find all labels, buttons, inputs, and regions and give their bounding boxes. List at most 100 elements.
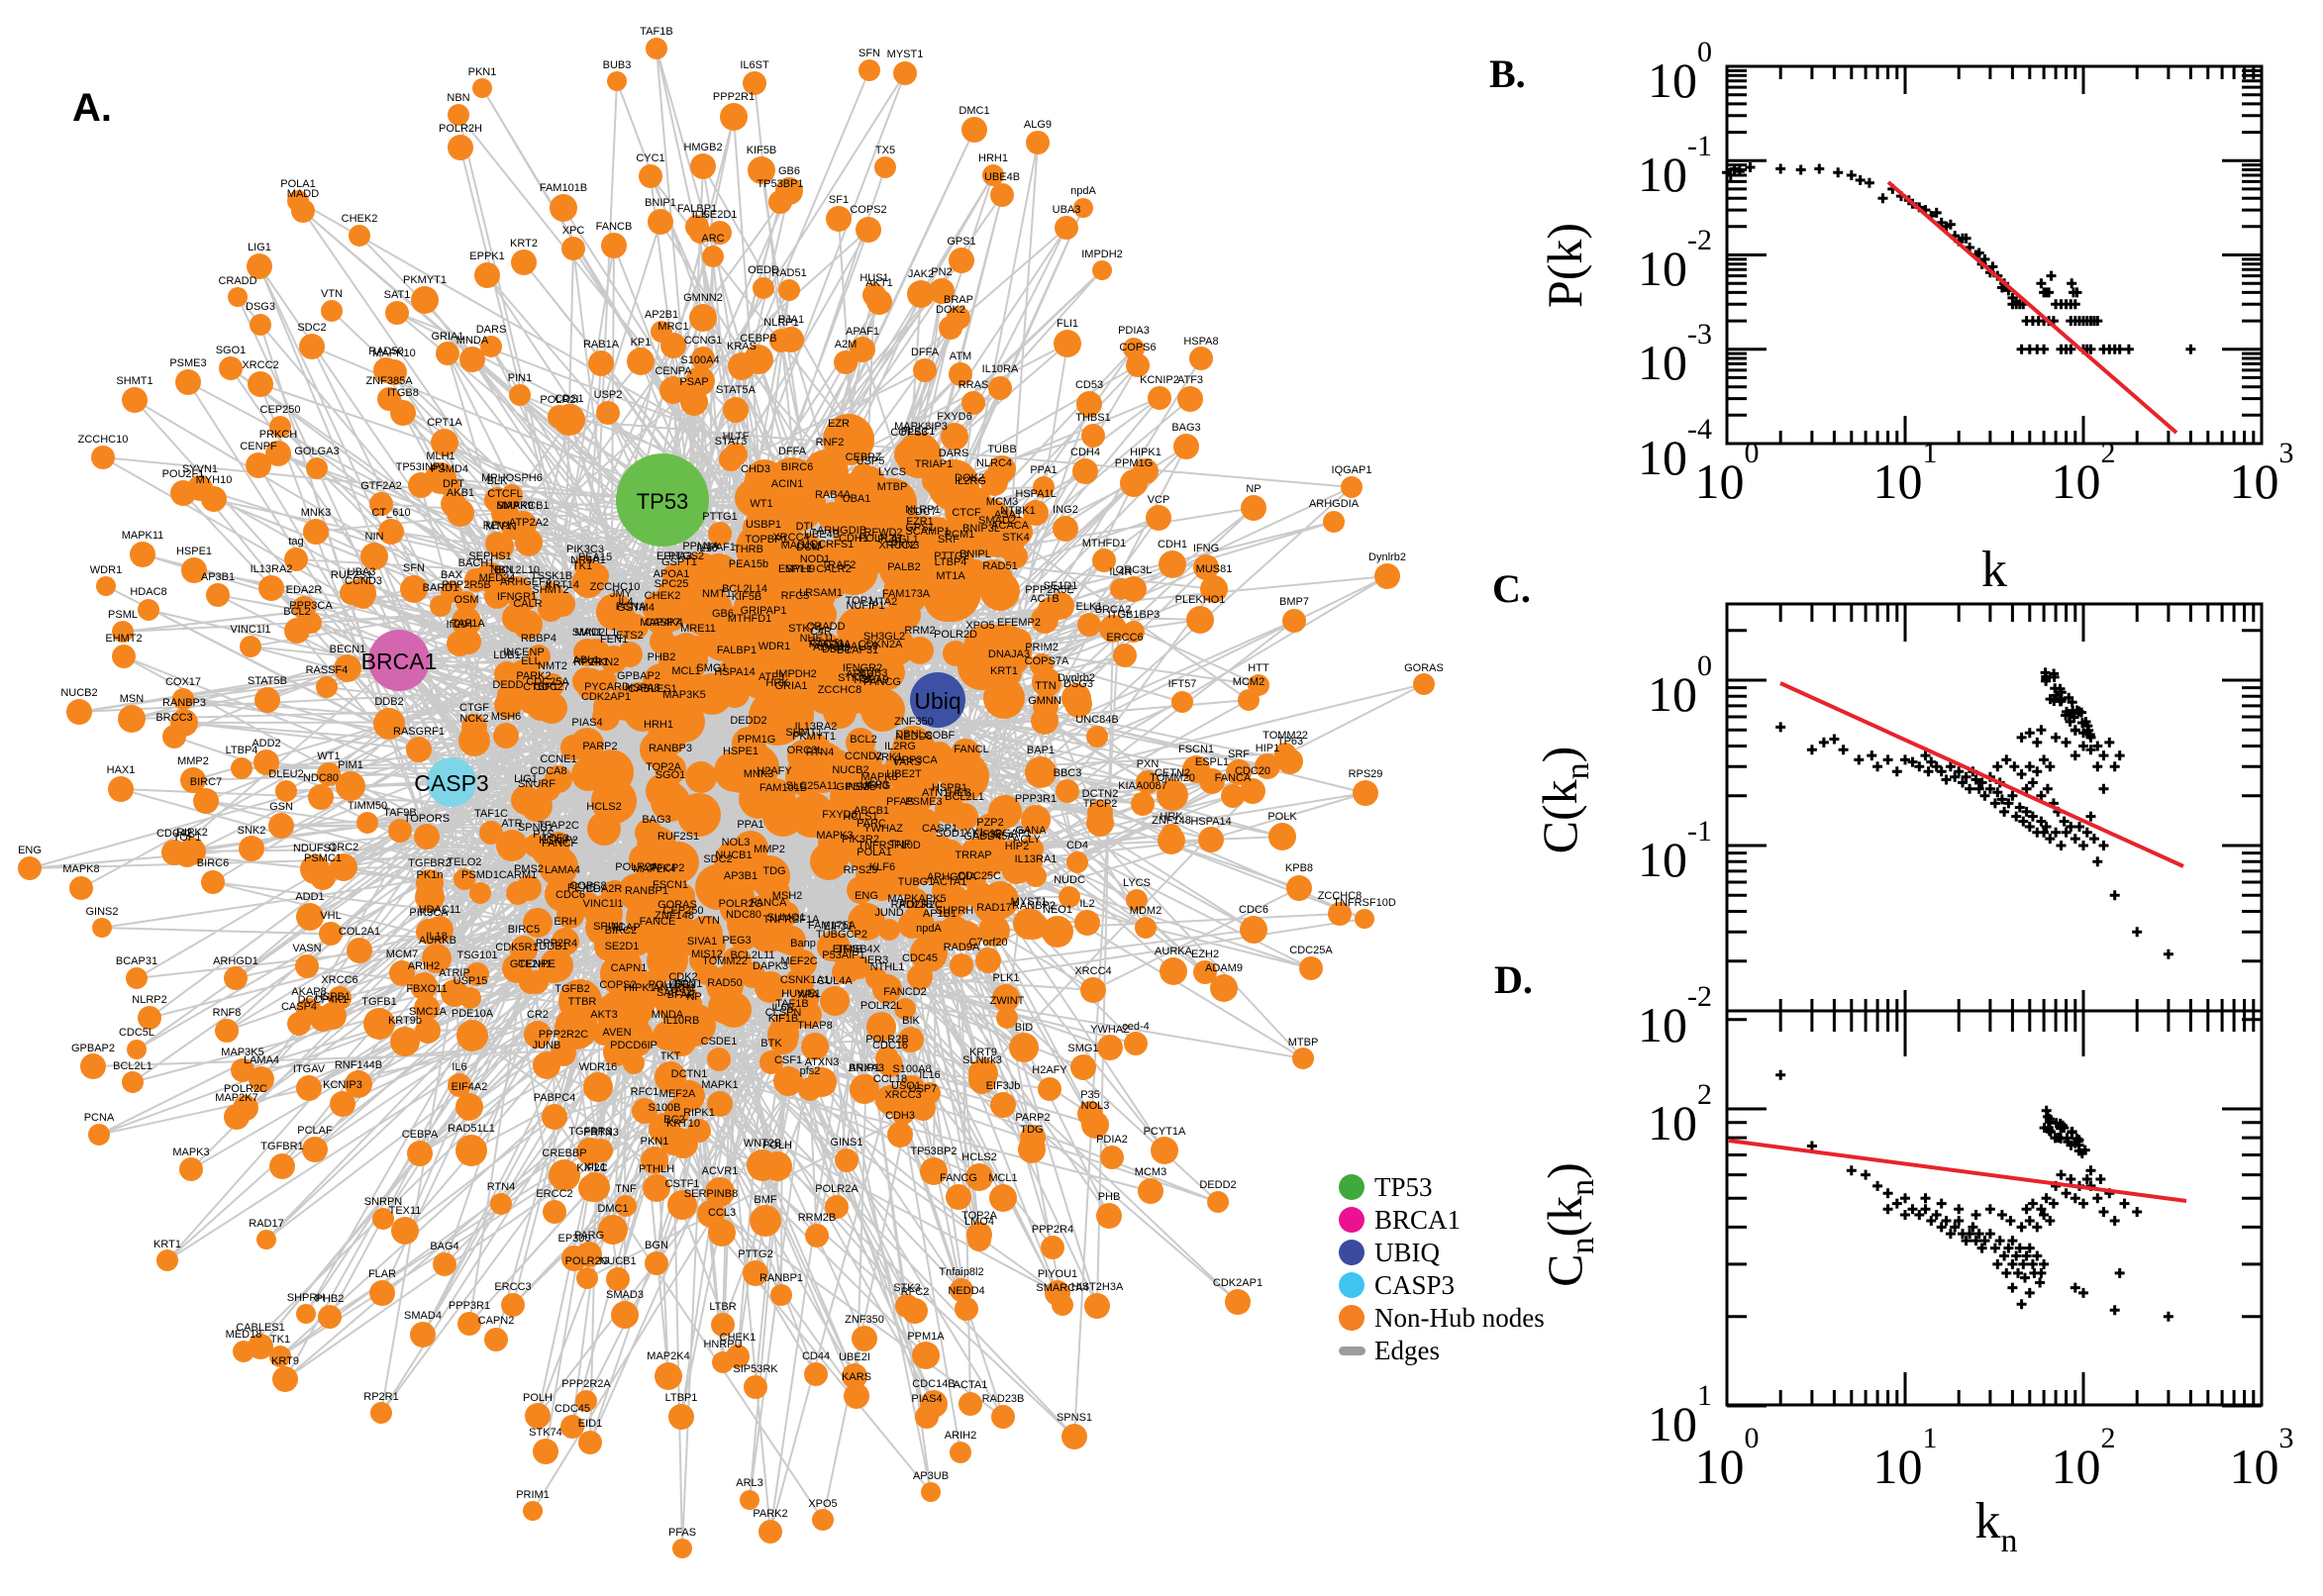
svg-text:DFFA: DFFA xyxy=(911,347,940,358)
svg-text:CARM1: CARM1 xyxy=(499,869,538,881)
svg-text:ACTA1: ACTA1 xyxy=(954,1379,988,1391)
svg-text:pfs2: pfs2 xyxy=(800,1065,821,1077)
svg-text:CALR: CALR xyxy=(513,598,542,610)
svg-text:RAD51L1: RAD51L1 xyxy=(448,1123,495,1135)
svg-text:SUMO1: SUMO1 xyxy=(766,912,805,924)
svg-text:PRTN3: PRTN3 xyxy=(583,1127,619,1139)
svg-text:CASP7: CASP7 xyxy=(645,617,680,629)
svg-text:C(kn): C(kn) xyxy=(1532,747,1596,854)
svg-text:ETS2: ETS2 xyxy=(616,630,644,642)
svg-text:CYC1: CYC1 xyxy=(636,152,664,164)
svg-text:RFC2: RFC2 xyxy=(901,1286,930,1298)
svg-text:PCM1: PCM1 xyxy=(945,529,975,541)
svg-text:Tnfaip8l2: Tnfaip8l2 xyxy=(939,1266,983,1278)
svg-text:CDK5R1: CDK5R1 xyxy=(495,942,538,953)
svg-text:CD4: CD4 xyxy=(1066,840,1088,851)
svg-text:RANBP3: RANBP3 xyxy=(649,743,692,754)
svg-text:UBA1: UBA1 xyxy=(843,493,871,505)
svg-text:PCLAF: PCLAF xyxy=(297,1125,333,1137)
svg-text:CDC5L: CDC5L xyxy=(119,1027,154,1039)
svg-text:NUCB2: NUCB2 xyxy=(60,687,97,699)
svg-text:ZNF148: ZNF148 xyxy=(1152,815,1191,827)
svg-text:NEDD4: NEDD4 xyxy=(948,1285,984,1297)
svg-text:HIP2: HIP2 xyxy=(1005,841,1029,852)
svg-text:POLH: POLH xyxy=(762,1140,792,1151)
svg-text:DCCP4K1: DCCP4K1 xyxy=(298,994,349,1006)
svg-text:USP3: USP3 xyxy=(860,779,889,791)
svg-text:PJA1: PJA1 xyxy=(778,314,804,326)
svg-text:PARC: PARC xyxy=(857,818,886,830)
svg-text:SIP53RK: SIP53RK xyxy=(733,1363,778,1375)
svg-text:CSDE1: CSDE1 xyxy=(701,1036,738,1047)
svg-text:CDC16: CDC16 xyxy=(872,1040,908,1051)
svg-text:ILK: ILK xyxy=(692,209,709,221)
svg-text:CDC6: CDC6 xyxy=(556,889,585,901)
svg-text:PEX5: PEX5 xyxy=(567,882,595,894)
svg-text:DDB1: DDB1 xyxy=(539,941,567,952)
svg-text:IFNG: IFNG xyxy=(1193,543,1219,554)
svg-text:BAG4: BAG4 xyxy=(430,1241,458,1252)
svg-text:PIAS4: PIAS4 xyxy=(911,1393,942,1405)
svg-text:HDAC11: HDAC11 xyxy=(419,904,461,916)
svg-text:ESPL1: ESPL1 xyxy=(778,563,812,575)
svg-text:PPP3R1: PPP3R1 xyxy=(449,1300,490,1312)
svg-text:SPNS1: SPNS1 xyxy=(518,822,554,834)
svg-text:BECN1: BECN1 xyxy=(330,644,366,655)
svg-text:CABLES1: CABLES1 xyxy=(628,683,677,695)
svg-text:XPO5: XPO5 xyxy=(808,1498,837,1510)
svg-text:VTN: VTN xyxy=(321,288,343,300)
svg-text:PRIM1: PRIM1 xyxy=(516,1489,550,1501)
svg-text:XRCC2: XRCC2 xyxy=(242,359,278,371)
svg-text:CDC25A: CDC25A xyxy=(526,676,569,688)
svg-text:PZP2: PZP2 xyxy=(976,817,1004,829)
svg-text:USP7: USP7 xyxy=(909,1083,938,1095)
svg-text:XRCC4: XRCC4 xyxy=(1074,965,1111,977)
svg-text:TUBB: TUBB xyxy=(987,444,1016,455)
svg-text:PHB: PHB xyxy=(1098,1191,1121,1203)
svg-text:COPS7A: COPS7A xyxy=(1025,655,1069,667)
svg-text:NOL3: NOL3 xyxy=(722,837,751,848)
svg-text:BCL2L1: BCL2L1 xyxy=(113,1060,152,1072)
svg-text:LDB1: LDB1 xyxy=(493,649,521,661)
svg-text:KARS: KARS xyxy=(842,1371,871,1383)
svg-text:TOP2A: TOP2A xyxy=(961,1210,998,1222)
svg-text:ENG: ENG xyxy=(855,890,878,902)
svg-text:NEO1: NEO1 xyxy=(1043,904,1072,916)
svg-text:IL6: IL6 xyxy=(452,1061,466,1073)
svg-text:BMP7: BMP7 xyxy=(1279,596,1309,608)
svg-text:ACLY: ACLY xyxy=(1013,834,1042,846)
svg-text:MCL1: MCL1 xyxy=(988,1172,1017,1184)
svg-text:BACH1: BACH1 xyxy=(458,557,495,569)
svg-text:APOA1: APOA1 xyxy=(654,568,690,580)
svg-text:PSMD1: PSMD1 xyxy=(461,869,499,881)
svg-text:NUFIP1: NUFIP1 xyxy=(846,600,884,612)
svg-text:APAF1: APAF1 xyxy=(846,326,879,338)
svg-text:TOPBP1: TOPBP1 xyxy=(745,534,787,546)
svg-text:HSPE1: HSPE1 xyxy=(176,546,212,557)
svg-text:GPS1: GPS1 xyxy=(947,236,975,248)
svg-text:DBNL: DBNL xyxy=(895,729,924,741)
svg-text:MSH2: MSH2 xyxy=(772,890,803,902)
svg-text:PEG3: PEG3 xyxy=(722,935,751,947)
svg-text:SDC2: SDC2 xyxy=(297,322,326,334)
svg-text:GANA: GANA xyxy=(1015,825,1047,837)
svg-text:IL10RB: IL10RB xyxy=(663,1015,700,1027)
svg-text:H2AFY: H2AFY xyxy=(757,765,792,777)
svg-text:MCM7: MCM7 xyxy=(386,948,418,960)
svg-text:ARHGDIA: ARHGDIA xyxy=(1309,498,1360,510)
svg-text:BRAP: BRAP xyxy=(944,294,973,306)
svg-text:RAD23B: RAD23B xyxy=(891,899,934,911)
svg-text:KRT14: KRT14 xyxy=(546,579,579,591)
svg-text:BRIP1: BRIP1 xyxy=(849,1062,880,1074)
svg-text:MIS12: MIS12 xyxy=(691,948,723,960)
svg-text:GB6: GB6 xyxy=(778,165,800,177)
svg-text:PSME3: PSME3 xyxy=(905,796,942,808)
svg-text:USP5: USP5 xyxy=(857,455,885,467)
svg-text:EDA2R: EDA2R xyxy=(586,883,623,895)
svg-text:AKAP8: AKAP8 xyxy=(291,986,326,998)
svg-text:ANXA3: ANXA3 xyxy=(849,1062,884,1074)
svg-text:IMPDH2: IMPDH2 xyxy=(775,668,817,680)
svg-text:NP: NP xyxy=(1246,483,1261,495)
svg-text:TK1: TK1 xyxy=(270,1334,290,1346)
svg-text:PLEKHO1: PLEKHO1 xyxy=(1175,594,1226,606)
